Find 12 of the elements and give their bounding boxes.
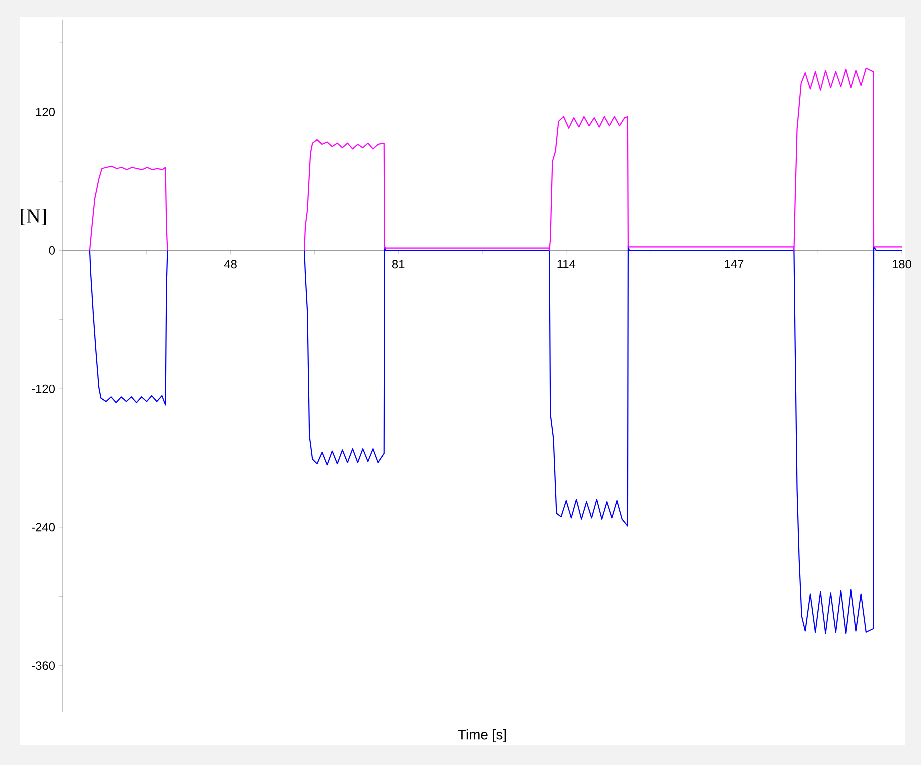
x-tick-label: 147 <box>725 260 744 268</box>
x-axis-title: Time [s] <box>458 730 506 742</box>
x-tick-label: 48 <box>224 260 237 269</box>
y-tick-label: 0 <box>49 246 56 255</box>
x-tick-label: 81 <box>392 260 405 269</box>
x-tick-label: 114 <box>558 260 576 268</box>
y-tick-label: -120 <box>32 384 56 394</box>
y-tick-label: -360 <box>32 662 56 670</box>
y-tick-label: -240 <box>32 523 56 532</box>
y-tick-label: 120 <box>36 108 56 116</box>
y-axis-title: [N] <box>21 208 46 226</box>
x-tick-label: 180 <box>892 260 912 269</box>
